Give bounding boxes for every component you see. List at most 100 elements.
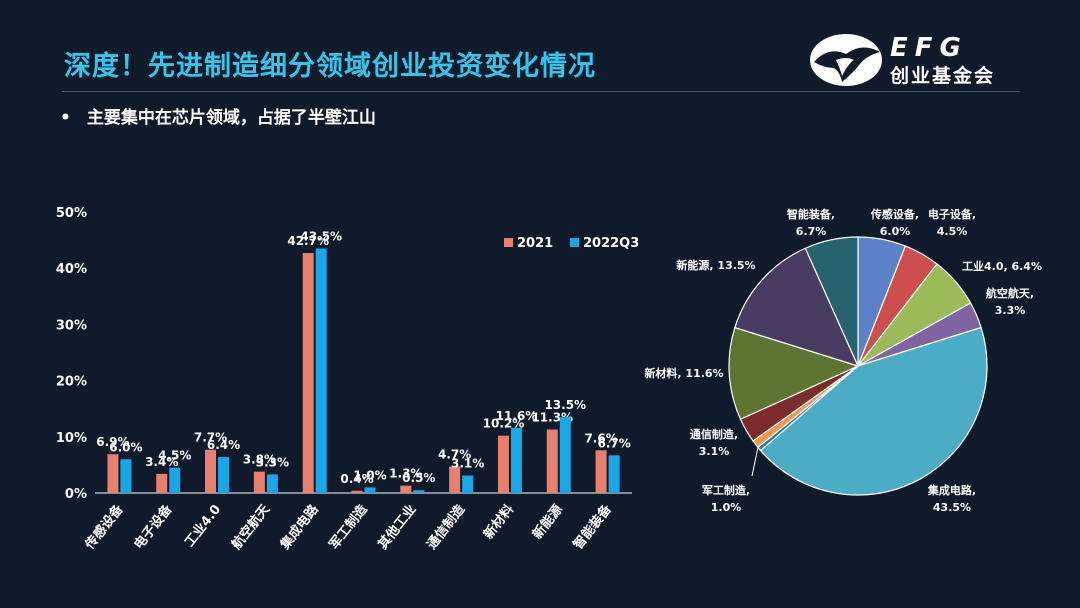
pie-label-航空航天: 航空航天, 3.3%	[986, 286, 1034, 317]
logo-subtitle: 创业基金会	[890, 65, 996, 87]
bar-2021	[497, 435, 509, 493]
bar-2022Q3	[120, 459, 132, 493]
y-tick-label: 40%	[56, 262, 87, 277]
data-label-2021: 6.9%	[96, 435, 129, 449]
bullet-text: 主要集中在芯片领域，占据了半壁江山	[86, 108, 376, 128]
pie-label-工业4.0: 工业4.0, 6.4%	[962, 259, 1042, 273]
bar-2022Q3	[169, 467, 181, 493]
bullet-dot: •	[60, 108, 71, 128]
pie-label-line: 新能源, 13.5%	[676, 258, 755, 272]
y-tick-label: 0%	[65, 487, 87, 502]
data-label-2022Q3: 0.5%	[402, 471, 435, 485]
pie-label-电子设备: 电子设备, 4.5%	[928, 207, 976, 238]
bar-2022Q3	[218, 457, 230, 493]
y-tick-label: 10%	[56, 431, 87, 446]
pie-label-通信制造: 通信制造, 3.1%	[690, 427, 738, 458]
pie-label-line: 4.5%	[937, 225, 968, 238]
pie-label-line: 新材料, 11.6%	[644, 366, 723, 380]
pie-label-line: 6.7%	[796, 225, 827, 238]
pie-label-新材料: 新材料, 11.6%	[644, 366, 723, 380]
bar-2022Q3	[608, 455, 620, 493]
x-tick-label: 传感设备	[81, 501, 127, 553]
pie-label-line: 电子设备,	[928, 207, 976, 221]
legend-swatch	[504, 238, 513, 247]
bar-2021	[302, 253, 314, 493]
data-label-2022Q3: 4.5%	[158, 449, 191, 463]
bar-2021	[107, 454, 119, 493]
bar-2021	[156, 473, 168, 493]
x-tick-label: 电子设备	[131, 501, 176, 553]
bar-2021	[400, 485, 412, 493]
data-label-2021: 1.3%	[389, 467, 422, 481]
x-tick-label: 航空航天	[228, 501, 273, 553]
bar-2021	[546, 429, 558, 493]
pie-chart: 传感设备, 6.0% 电子设备, 4.5% 工业4.0, 6.4% 航空航天, 3.3% 集成…	[644, 207, 1042, 514]
pie-label-line: 智能装备,	[787, 207, 835, 221]
data-label-2022Q3: 6.0%	[109, 440, 142, 454]
y-tick-label: 20%	[56, 375, 87, 390]
pie-slice-集成电路	[759, 326, 988, 496]
pie-label-line: 通信制造,	[690, 427, 738, 441]
pie-label-line: 军工制造,	[702, 483, 750, 497]
pie-label-line: 43.5%	[933, 501, 971, 514]
y-tick-label: 50%	[56, 206, 87, 221]
data-label-2022Q3: 13.5%	[544, 398, 586, 412]
bar-2022Q3	[462, 475, 474, 493]
bar-2021	[595, 450, 607, 493]
bar-2021	[253, 471, 265, 493]
data-label-2021: 42.7%	[287, 234, 329, 248]
x-tick-label: 集成电路	[277, 501, 323, 553]
pie-label-line: 工业4.0, 6.4%	[962, 259, 1042, 273]
legend-label: 2022Q3	[583, 236, 639, 251]
pie-leader-line	[751, 446, 759, 477]
x-tick-label: 新材料	[480, 502, 517, 543]
x-tick-label: 其他工业	[375, 502, 420, 553]
data-label-2022Q3: 1.0%	[353, 468, 386, 482]
bar-2022Q3	[315, 248, 327, 493]
bar-2021	[205, 449, 217, 493]
x-tick-label: 军工制造	[326, 501, 371, 553]
data-label-2021: 0.4%	[340, 472, 373, 486]
pie-label-集成电路: 集成电路, 43.5%	[927, 483, 976, 514]
pie-slice-智能装备	[804, 236, 859, 367]
data-label-2021: 4.7%	[438, 448, 471, 462]
bar-2022Q3	[266, 474, 278, 493]
bar-2022Q3	[413, 490, 425, 493]
logo-brand: EFG	[890, 33, 968, 63]
efg-logo: EFG 创业基金会	[806, 30, 1026, 90]
bar-2022Q3	[510, 427, 522, 493]
y-tick-label: 30%	[56, 318, 87, 333]
legend-swatch	[570, 238, 579, 247]
legend-label: 2021	[517, 236, 553, 251]
data-label-2021: 7.6%	[584, 431, 617, 445]
pie-slice-新能源	[734, 247, 860, 367]
title-divider	[62, 91, 1020, 92]
eagle-logo-icon	[810, 34, 882, 86]
x-tick-label: 新能源	[529, 502, 566, 543]
bullet-line: • 主要集中在芯片领域，占据了半壁江山	[60, 103, 376, 128]
pie-label-line: 集成电路,	[927, 483, 976, 497]
bar-chart: 0% 10% 20% 30% 40% 50% 6.9%6.0% 传感设备 3.4%4.5% 电子设…	[56, 206, 639, 553]
data-label-2022Q3: 43.5%	[300, 230, 342, 244]
data-label-2022Q3: 6.4%	[207, 438, 240, 452]
data-label-2021: 10.2%	[483, 417, 525, 431]
bar-2021	[351, 490, 363, 493]
bar-2022Q3	[559, 417, 571, 493]
data-label-2022Q3: 11.6%	[496, 409, 538, 423]
data-label-2022Q3: 3.1%	[451, 457, 484, 471]
data-label-2022Q3: 6.7%	[597, 436, 630, 450]
pie-label-新能源: 新能源, 13.5%	[676, 258, 755, 272]
pie-label-line: 传感设备,	[870, 207, 919, 221]
pie-label-line: 1.0%	[711, 501, 742, 514]
slide-title: 深度！先进制造细分领域创业投资变化情况	[64, 51, 596, 82]
pie-label-line: 航空航天,	[986, 286, 1034, 300]
bar-2022Q3	[364, 487, 376, 493]
pie-label-line: 3.3%	[995, 304, 1026, 317]
pie-label-line: 3.1%	[699, 445, 730, 458]
pie-label-军工制造: 军工制造, 1.0%	[702, 483, 750, 514]
data-label-2022Q3: 3.3%	[256, 455, 289, 469]
pie-label-传感设备: 传感设备, 6.0%	[870, 207, 919, 238]
pie-slice-新材料	[728, 326, 860, 421]
x-tick-label: 通信制造	[424, 501, 469, 553]
